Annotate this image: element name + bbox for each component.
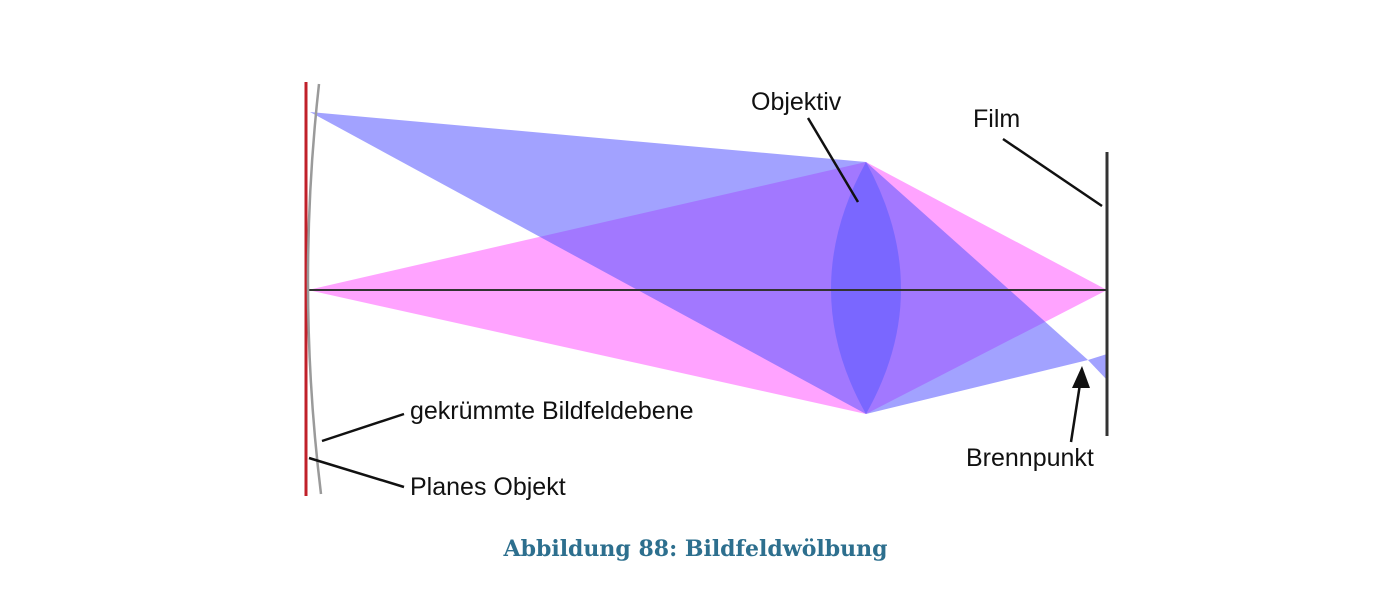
film-label: Film bbox=[973, 105, 1020, 133]
lens-shape bbox=[831, 162, 901, 414]
curved-field-plane bbox=[306, 83, 323, 495]
focal-point-arrowhead bbox=[1072, 366, 1090, 388]
curved-field-leader bbox=[321, 412, 405, 443]
film-leader bbox=[1002, 137, 1103, 208]
plane-object-leader bbox=[308, 456, 405, 489]
focal-point-label: Brennpunkt bbox=[966, 444, 1094, 472]
figure-caption: Abbildung 88: Bildfeldwölbung bbox=[503, 536, 888, 562]
objektiv-leader bbox=[806, 117, 860, 203]
off-axis-beam-diverging bbox=[1088, 354, 1107, 380]
off-axis-beam-image-side bbox=[866, 162, 1088, 414]
focal-point-leader bbox=[1069, 383, 1082, 443]
objektiv-label: Objektiv bbox=[751, 88, 842, 116]
off-axis-beam-object-side bbox=[310, 112, 866, 414]
plane-object-label: Planes Objekt bbox=[410, 473, 566, 501]
curved-field-label: gekrümmte Bildfeldebene bbox=[410, 397, 694, 425]
